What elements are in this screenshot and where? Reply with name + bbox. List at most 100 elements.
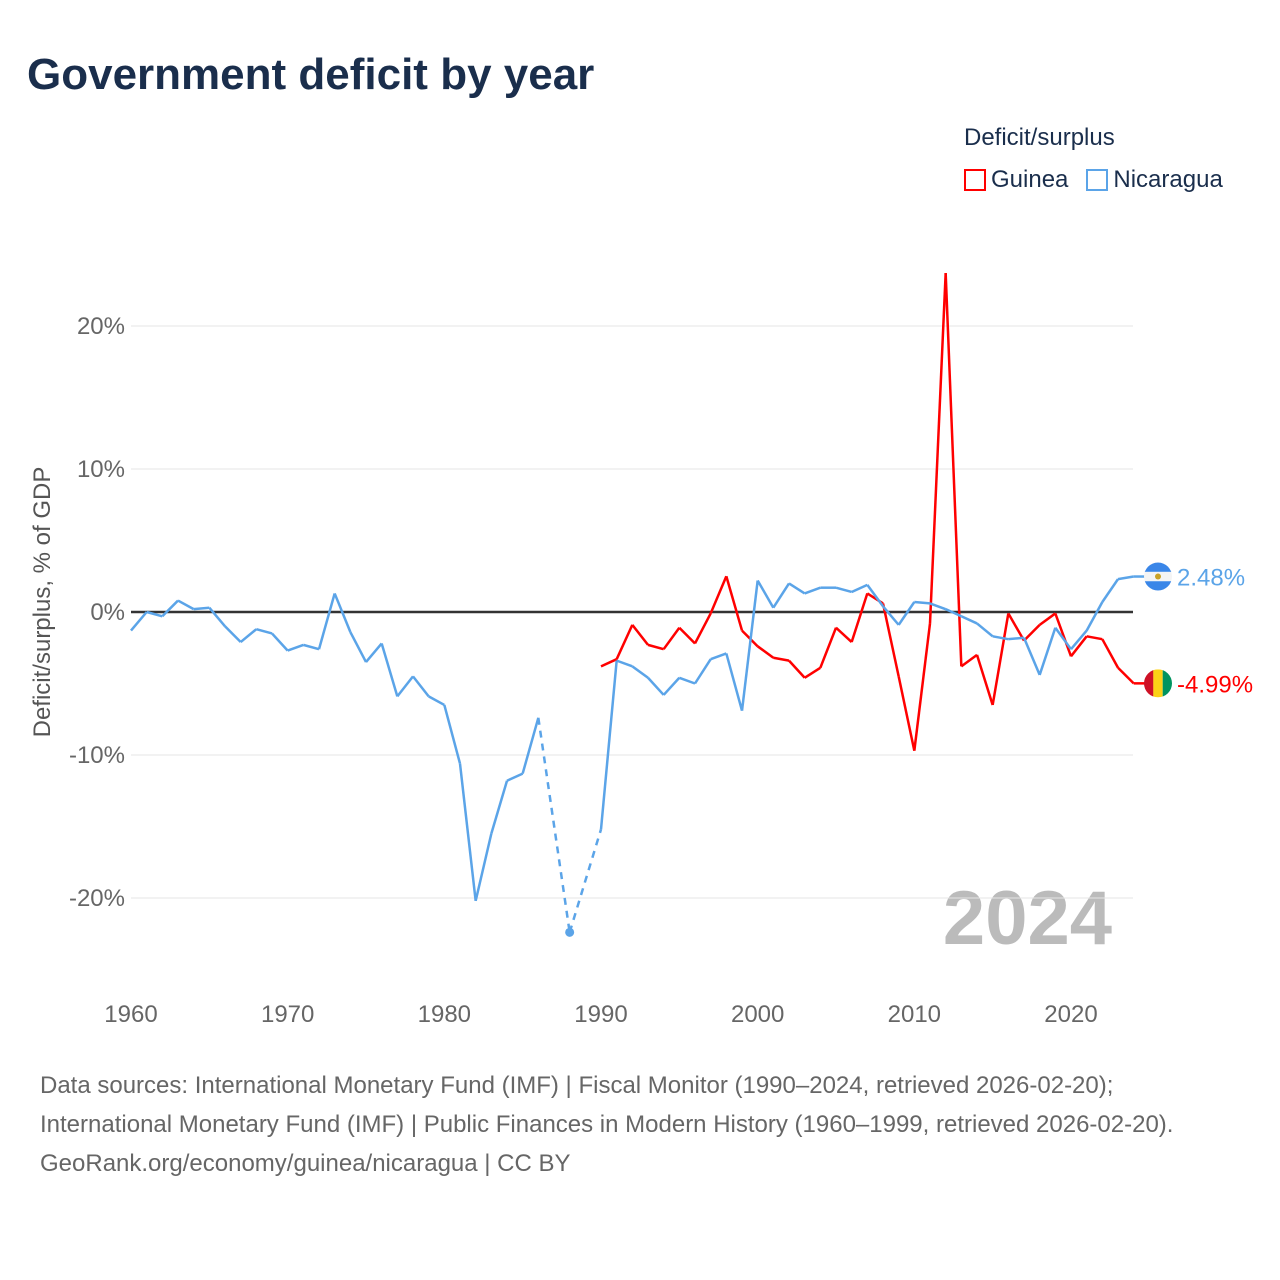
series-segment-nicaragua [490,780,509,835]
series-segment-guinea [788,659,806,679]
series-segment-guinea [631,624,649,646]
series-segment-guinea [647,643,664,651]
series-segment-nicaragua [1054,626,1073,650]
series-segment-nicaragua [521,717,540,774]
series-segment-guinea [773,656,790,662]
series-segment-nicaragua [866,584,885,608]
series-segment-guinea [881,603,900,677]
series-segment-nicaragua [992,635,1009,641]
series-segment-nicaragua [756,579,775,609]
series-segment-guinea [897,676,916,751]
legend-label: Guinea [991,166,1069,193]
credit-link[interactable]: GeoRank.org/economy/guinea/nicaragua | C… [40,1150,571,1177]
series-segment-guinea [975,654,994,706]
year-watermark: 2024 [943,876,1112,961]
flag-stripe [1153,669,1163,698]
series-segment-guinea [1023,623,1041,642]
series-segment-nicaragua [725,653,744,712]
series-segment-guinea [850,593,869,643]
series-segment-guinea [600,658,618,668]
end-value-label-nicaragua: 2.48% [1177,565,1245,592]
series-segment-guinea [1086,635,1103,641]
page-title: Government deficit by year [27,50,595,99]
series-segment-guinea [928,273,947,624]
series-segment-guinea [960,653,978,668]
series-segment-nicaragua [365,642,383,663]
series-segment-nicaragua [224,625,242,643]
series-segment-nicaragua [788,582,806,595]
series-segment-nicaragua [317,593,336,650]
y-axis-label: Deficit/surplus, % of GDP [29,467,56,738]
series-segment-guinea [1038,612,1057,626]
series-segment-nicaragua [1070,629,1088,650]
series-segment-nicaragua [146,610,163,618]
series-segment-nicaragua [568,828,603,933]
series-segment-guinea [1054,613,1073,657]
x-tick-label: 1970 [261,1001,314,1028]
y-tick-label: 0% [90,599,125,626]
x-tick-label: 2010 [888,1001,941,1028]
x-tick-label: 2000 [731,1001,784,1028]
series-segment-nicaragua [599,660,618,830]
y-tick-label: 20% [77,313,125,340]
series-segment-guinea [944,273,963,667]
series-segment-nicaragua [1117,575,1134,581]
series-segment-nicaragua [333,592,352,633]
footer: Data sources: International Monetary Fun… [40,1066,1240,1183]
legend-title: Deficit/surplus [964,124,1115,151]
series-segment-nicaragua [882,605,900,626]
series-segment-nicaragua [349,631,368,663]
legend-item-guinea[interactable]: Guinea [964,166,1068,194]
series-segment-nicaragua [960,615,978,625]
flag-emblem [1155,573,1161,580]
series-segment-guinea [678,626,696,645]
series-segment-guinea [835,626,853,643]
series-segment-nicaragua [130,611,148,632]
series-segment-nicaragua [506,772,524,782]
legend-item-nicaragua[interactable]: Nicaragua [1086,166,1223,194]
series-segment-nicaragua [256,627,273,635]
series-segment-guinea [913,623,932,751]
series-segment-guinea [725,575,744,631]
series-segment-nicaragua [678,676,696,685]
y-tick-label: 10% [77,456,125,483]
flag-stripe [1162,669,1172,698]
series-segment-nicaragua [303,643,320,651]
series-segment-nicaragua [443,704,462,764]
series-segment-guinea [1070,635,1088,658]
data-sources: Data sources: International Monetary Fun… [40,1072,1174,1138]
series-segment-nicaragua [208,606,226,628]
series-segment-nicaragua [1101,578,1120,603]
series-segment-nicaragua [428,695,445,707]
series-segment-nicaragua [287,643,304,652]
series-segment-nicaragua [662,676,681,696]
end-value-label-guinea: -4.99% [1177,671,1253,698]
series-segment-nicaragua [976,622,994,638]
series-segment-nicaragua [412,675,430,698]
series-segment-nicaragua [929,602,947,611]
y-tick-label: -10% [69,742,125,769]
series-segment-nicaragua [945,608,962,618]
series-segment-nicaragua [193,606,210,611]
series-segment-guinea [1007,612,1026,642]
series-segment-nicaragua [1008,636,1025,641]
flag-stripe [1144,562,1172,572]
series-segment-guinea [803,666,822,679]
x-tick-label: 1960 [104,1001,157,1028]
series-segment-nicaragua [474,833,493,902]
series-segment-guinea [756,645,775,659]
series-segment-nicaragua [1085,601,1104,632]
series-segment-guinea [1117,666,1135,685]
series-segment-nicaragua [537,717,571,933]
series-segment-guinea [709,575,728,614]
y-tick-label: -20% [69,885,125,912]
series-segment-nicaragua [647,676,665,696]
series-segment-nicaragua [772,582,791,609]
series-segment-guinea [693,612,712,645]
series-segment-nicaragua [458,763,477,902]
series-segment-guinea [1101,638,1120,669]
series-segment-nicaragua [835,586,852,594]
legend-swatch-guinea [964,169,986,191]
